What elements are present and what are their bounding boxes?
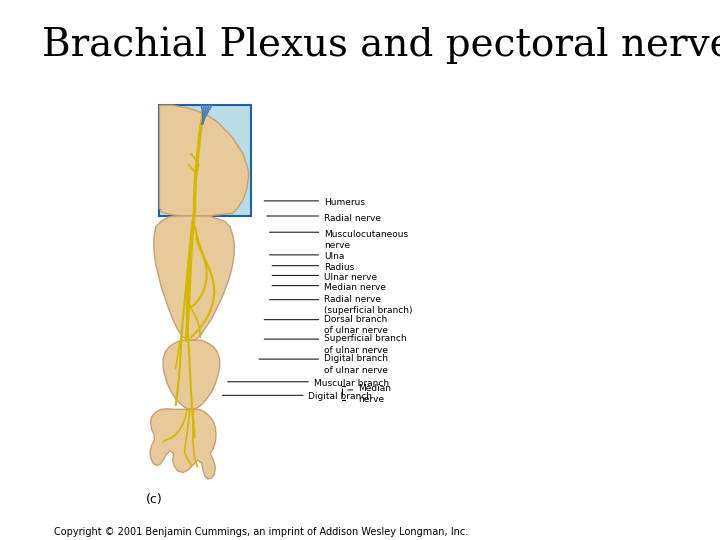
Text: Superficial branch
of ulnar nerve: Superficial branch of ulnar nerve bbox=[324, 334, 407, 355]
Text: Ulnar nerve: Ulnar nerve bbox=[324, 273, 377, 281]
Text: Brachial Plexus and pectoral nerves: Brachial Plexus and pectoral nerves bbox=[42, 27, 720, 64]
Text: (c): (c) bbox=[146, 493, 163, 506]
Polygon shape bbox=[159, 105, 248, 216]
Text: Radial nerve: Radial nerve bbox=[324, 214, 381, 223]
Text: Digital branch: Digital branch bbox=[308, 393, 372, 401]
Text: Median nerve: Median nerve bbox=[324, 283, 386, 292]
Text: Ulna: Ulna bbox=[324, 252, 345, 261]
Polygon shape bbox=[150, 409, 216, 479]
FancyBboxPatch shape bbox=[159, 105, 251, 216]
Text: Digital branch
of ulnar nerve: Digital branch of ulnar nerve bbox=[324, 354, 388, 375]
Polygon shape bbox=[154, 216, 234, 340]
Text: Muscular branch: Muscular branch bbox=[314, 379, 389, 388]
Text: Median
nerve: Median nerve bbox=[358, 384, 391, 404]
Text: Copyright © 2001 Benjamin Cummings, an imprint of Addison Wesley Longman, Inc.: Copyright © 2001 Benjamin Cummings, an i… bbox=[54, 527, 469, 537]
Polygon shape bbox=[163, 340, 220, 409]
Text: Musculocutaneous
nerve: Musculocutaneous nerve bbox=[324, 230, 408, 251]
Text: Humerus: Humerus bbox=[324, 198, 365, 207]
Text: Radial nerve
(superficial branch): Radial nerve (superficial branch) bbox=[324, 295, 413, 315]
Text: Dorsal branch
of ulnar nerve: Dorsal branch of ulnar nerve bbox=[324, 315, 388, 335]
Text: Radius: Radius bbox=[324, 263, 354, 272]
